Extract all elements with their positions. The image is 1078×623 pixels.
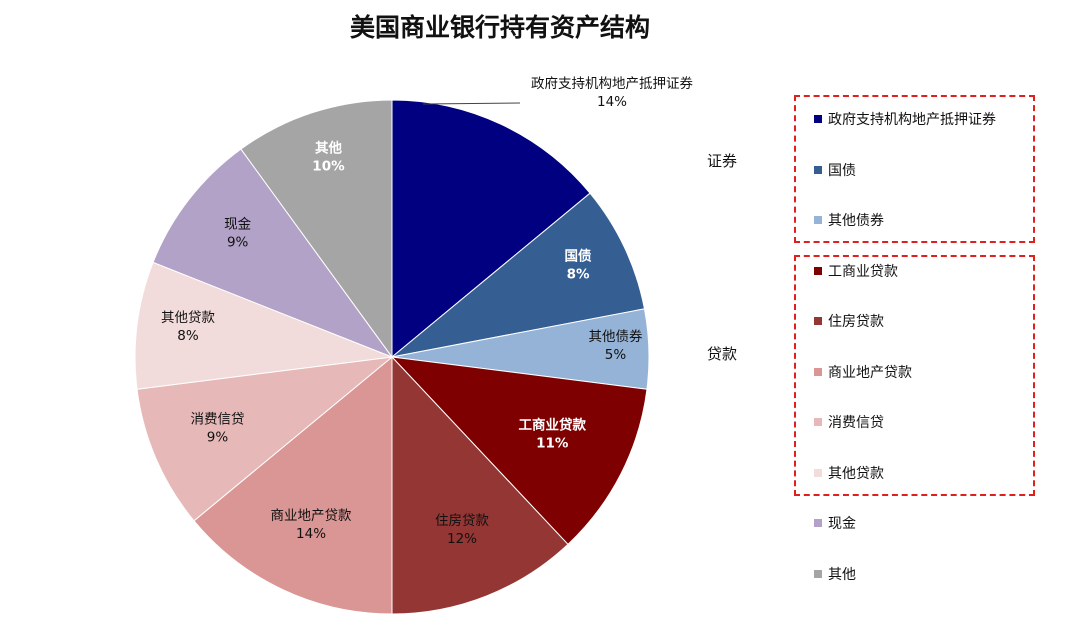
legend-item-5: 商业地产贷款	[814, 363, 912, 381]
legend-item-0: 政府支持机构地产抵押证券	[814, 110, 996, 128]
legend-swatch-3	[814, 266, 822, 275]
pie-slice-6	[136, 356, 394, 522]
legend-label-4: 住房贷款	[828, 314, 884, 330]
slice-label-5: 商业地产贷款	[271, 508, 352, 524]
leader-line-0	[423, 102, 521, 105]
slice-value-9: 10%	[312, 158, 345, 174]
legend-label-5: 商业地产贷款	[828, 364, 912, 381]
slice-label-4: 住房贷款	[435, 513, 489, 529]
pie-slice-8	[152, 148, 394, 359]
slice-label-7: 其他贷款	[161, 310, 215, 326]
legend-swatch-6	[814, 418, 822, 426]
legend-label-0: 政府支持机构地产抵押证券	[828, 112, 996, 128]
legend-item-1: 国债	[814, 161, 856, 179]
legend-label-6: 消费信贷	[828, 415, 884, 431]
legend-item-3: 工商业贷款	[814, 262, 898, 280]
slice-value-5: 14%	[296, 526, 326, 542]
slice-label-0: 政府支持机构地产抵押证券	[531, 76, 693, 92]
pie-slice-9	[240, 99, 393, 359]
legend-swatch-2	[814, 216, 822, 224]
legend-item-8: 现金	[814, 514, 856, 532]
legend-swatch-8	[814, 519, 822, 527]
slice-label-6: 消费信贷	[190, 412, 244, 428]
legend-label-1: 国债	[828, 162, 856, 179]
legend-swatch-5	[814, 367, 822, 376]
legend-item-6: 消费信贷	[814, 413, 884, 431]
slice-value-1: 8%	[567, 266, 590, 282]
legend-swatch-4	[814, 317, 822, 325]
slice-label-9: 其他	[315, 139, 342, 156]
slice-value-7: 8%	[177, 328, 199, 344]
legend-item-4: 住房贷款	[814, 312, 884, 330]
legend-label-2: 其他债券	[828, 213, 884, 229]
slice-label-2: 其他债券	[588, 329, 642, 345]
slice-label-1: 国债	[565, 247, 593, 264]
legend-label-9: 其他	[828, 566, 856, 583]
legend-group-label-loans: 贷款	[707, 345, 738, 363]
pie-slice-5	[193, 355, 393, 615]
pie-slice-4	[391, 355, 569, 615]
slice-value-8: 9%	[227, 234, 249, 250]
slice-label-3: 工商业贷款	[519, 417, 587, 434]
legend-label-8: 现金	[828, 516, 856, 532]
slice-value-3: 11%	[536, 436, 569, 452]
legend-item-9: 其他	[814, 565, 856, 583]
pie-slice-7	[134, 261, 393, 390]
legend-group-label-securities: 证券	[707, 152, 738, 170]
pie-slice-1	[391, 192, 646, 358]
slice-value-6: 9%	[207, 430, 229, 446]
legend-swatch-0	[814, 115, 822, 123]
pie-slice-0	[391, 99, 591, 359]
pie-slice-3	[390, 356, 648, 546]
legend-label-3: 工商业贷款	[828, 263, 898, 280]
legend-swatch-9	[814, 569, 822, 578]
legend-item-2: 其他债券	[814, 211, 884, 229]
legend-swatch-1	[814, 165, 822, 174]
chart-title: 美国商业银行持有资产结构	[349, 13, 650, 42]
slice-value-4: 12%	[447, 531, 477, 547]
pie-slices	[134, 99, 650, 615]
legend-group-securities-box	[794, 95, 1035, 243]
legend-item-7: 其他贷款	[814, 464, 884, 482]
slice-value-0: 14%	[597, 94, 627, 110]
legend-swatch-7	[814, 468, 822, 477]
legend-group-loans-box	[794, 255, 1035, 496]
pie-labels: 政府支持机构地产抵押证券 14% 国债 8% 其他债券 5% 工商业贷款 11% 住房贷款 12%…	[161, 76, 693, 547]
slice-label-8: 现金	[224, 216, 251, 232]
legend-label-7: 其他贷款	[828, 465, 884, 482]
slice-value-2: 5%	[605, 347, 627, 363]
